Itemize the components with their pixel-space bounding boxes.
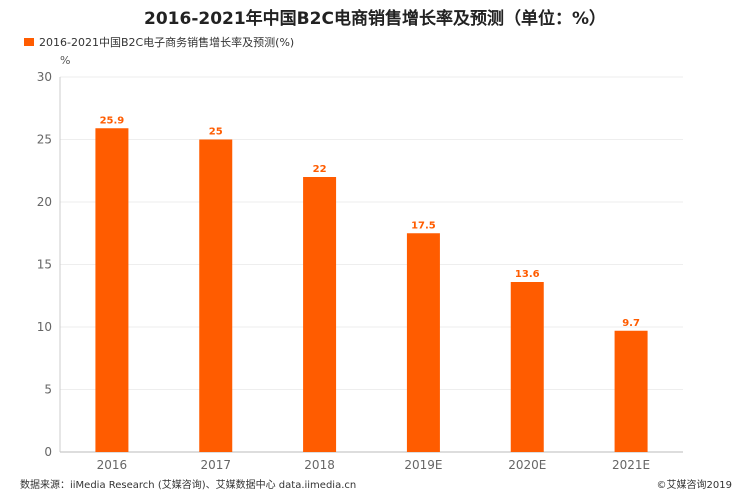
- bar: [199, 139, 233, 452]
- y-tick-label: 30: [37, 70, 52, 84]
- bar: [303, 177, 337, 452]
- source-note: 数据来源：iiMedia Research (艾媒咨询)、艾媒数据中心 data…: [20, 480, 357, 491]
- x-tick-label: 2019E: [404, 458, 442, 472]
- y-tick-label: 15: [37, 258, 52, 272]
- x-tick-label: 2016: [97, 458, 128, 472]
- y-axis-unit: %: [60, 54, 71, 67]
- y-tick-label: 20: [37, 195, 52, 209]
- x-tick-label: 2017: [200, 458, 231, 472]
- data-label: 13.6: [515, 269, 540, 280]
- y-tick-label: 25: [37, 133, 52, 147]
- legend: 2016-2021中国B2C电子商务销售增长率及预测(%): [24, 34, 294, 50]
- data-label: 17.5: [411, 220, 436, 231]
- data-label: 22: [313, 164, 327, 175]
- x-tick-label: 2018: [304, 458, 335, 472]
- legend-swatch: [24, 38, 34, 46]
- legend-label: 2016-2021中国B2C电子商务销售增长率及预测(%): [39, 36, 295, 49]
- bar: [614, 330, 648, 452]
- chart-title: 2016-2021年中国B2C电商销售增长率及预测（单位：%）: [144, 9, 606, 29]
- data-label: 25.9: [100, 115, 125, 126]
- bar: [95, 128, 129, 452]
- data-label: 25: [209, 127, 223, 138]
- bar: [406, 233, 440, 452]
- x-tick-label: 2020E: [508, 458, 546, 472]
- y-tick-label: 0: [44, 445, 52, 459]
- bar: [510, 282, 544, 452]
- x-tick-label: 2021E: [612, 458, 650, 472]
- y-tick-label: 5: [44, 383, 52, 397]
- copyright: ©艾媒咨询2019: [656, 480, 732, 491]
- data-label: 9.7: [622, 318, 640, 329]
- y-tick-label: 10: [37, 320, 52, 334]
